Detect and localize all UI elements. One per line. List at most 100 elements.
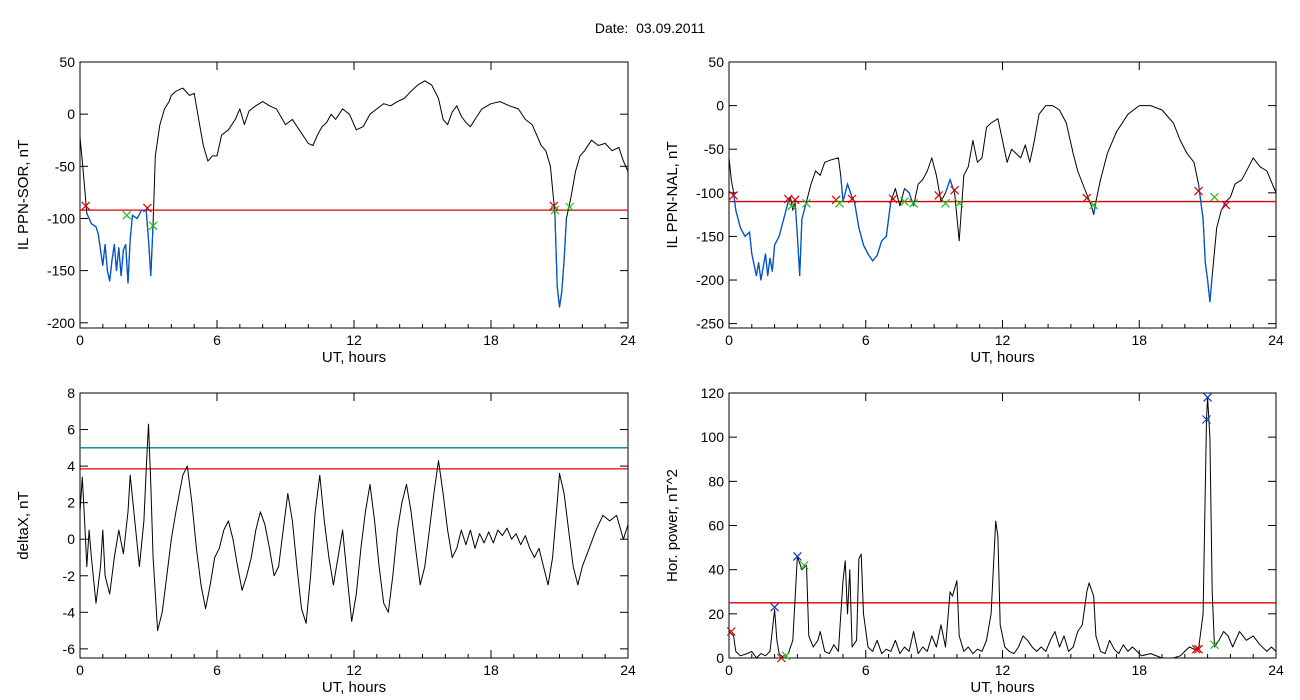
chart-4-x-tick-label: 12 — [995, 662, 1011, 678]
chart-1-x-tick-label: 0 — [76, 332, 84, 348]
chart-2-y-tick-label: -200 — [696, 272, 724, 288]
chart-3-x-tick-label: 18 — [483, 662, 499, 678]
chart-3-series-line — [79, 423, 629, 632]
chart-2-event-marker — [790, 195, 800, 205]
chart-3-y-tick-label: -2 — [63, 568, 76, 584]
chart-1-plot-frame — [79, 61, 629, 329]
chart-2-series-line — [728, 105, 1277, 303]
chart-3-y-tick-label: 0 — [67, 531, 75, 547]
chart-4-event-marker — [1191, 644, 1201, 654]
chart-4-event-marker — [792, 551, 802, 561]
chart-2-event-marker — [1210, 192, 1219, 202]
chart-2-event-marker — [1082, 193, 1092, 203]
chart-1-event-marker — [81, 201, 91, 211]
chart-2-event-marker — [954, 198, 964, 208]
chart-3-y-tick-label: 6 — [67, 422, 75, 438]
chart-1-x-tick-label: 12 — [346, 332, 362, 348]
chart-2-event-marker — [1089, 200, 1099, 210]
chart-3-y-axis-label: deltaX, nT — [15, 491, 32, 559]
chart-2-event-marker — [1194, 186, 1203, 196]
chart-1-event-segment — [554, 213, 568, 308]
chart-4-y-tick-label: 40 — [708, 562, 724, 578]
chart-3-x-axis-label: UT, hours — [322, 679, 386, 696]
chart-4-event-marker — [776, 653, 786, 663]
chart-2-event-marker — [835, 198, 844, 208]
chart-4-y-tick-label: 20 — [708, 606, 724, 622]
chart-1-x-tick-label: 18 — [483, 332, 499, 348]
chart-1-event-marker — [148, 221, 158, 231]
chart-2-y-tick-label: -150 — [696, 228, 724, 244]
chart-4-plot-frame — [728, 392, 1277, 659]
date-title: Date: 03.09.2011 — [594, 20, 706, 36]
chart-2-event-marker — [787, 201, 797, 211]
chart-3-y-tick-label: 8 — [67, 385, 75, 401]
chart-1-x-axis-label: UT, hours — [322, 349, 386, 366]
chart-2-event-marker — [847, 194, 857, 204]
chart-4-series-line — [728, 396, 1277, 659]
chart-2-y-tick-label: 50 — [708, 54, 724, 70]
chart-2-event-segment — [1197, 184, 1213, 302]
chart-1-y-tick-label: 50 — [59, 54, 75, 70]
chart-1-event-marker — [122, 210, 132, 220]
chart-2-x-tick-label: 24 — [1268, 332, 1284, 348]
chart-3-plot-frame — [79, 392, 629, 659]
chart-2-event-segment — [853, 201, 892, 262]
chart-3-x-tick-label: 12 — [346, 662, 362, 678]
chart-2-event-marker — [941, 198, 950, 208]
chart-2-event-marker — [888, 194, 898, 204]
chart-4-x-tick-label: 18 — [1131, 662, 1147, 678]
chart-1-y-tick-label: 0 — [67, 106, 75, 122]
chart-1-event-marker — [142, 203, 152, 213]
chart-2-event-segment — [794, 201, 808, 276]
chart-2-x-tick-label: 12 — [995, 332, 1011, 348]
chart-2-x-tick-label: 18 — [1131, 332, 1147, 348]
chart-4-event-marker — [1203, 392, 1213, 402]
chart-2-event-segment — [732, 192, 792, 281]
chart-2-y-tick-label: -250 — [696, 316, 724, 332]
chart-2-event-marker — [1221, 200, 1231, 210]
chart-3-x-tick-label: 6 — [213, 662, 221, 678]
chart-4-event-marker — [1194, 644, 1203, 654]
chart-4-event-marker — [726, 627, 736, 636]
chart-1-y-tick-label: -100 — [47, 210, 75, 226]
chart-2-y-tick-label: 0 — [716, 98, 724, 114]
chart-4-y-tick-label: 60 — [708, 518, 724, 534]
chart-4-event-marker — [1202, 415, 1211, 424]
chart-2-event-marker — [802, 198, 811, 208]
chart-4-event-marker — [799, 560, 809, 570]
chart-1-event-marker — [550, 205, 560, 215]
chart-1-x-tick-label: 6 — [213, 332, 221, 348]
chart-2-event-marker — [729, 191, 738, 200]
chart-2-y-tick-label: -50 — [704, 141, 724, 157]
chart-3-y-tick-label: 2 — [67, 495, 75, 511]
chart-2-x-tick-label: 6 — [862, 332, 870, 348]
chart-1-series-line — [79, 80, 629, 308]
chart-3-y-tick-label: -6 — [63, 641, 76, 657]
chart-3-x-tick-label: 24 — [620, 662, 636, 678]
chart-2-event-marker — [909, 198, 919, 208]
chart-3-x-tick-label: 0 — [76, 662, 84, 678]
chart-2-y-axis-label: IL PPN-NAL, nT — [664, 142, 681, 249]
chart-4-x-tick-label: 24 — [1268, 662, 1284, 678]
chart-2-plot-frame — [728, 61, 1277, 329]
chart-2-x-axis-label: UT, hours — [970, 349, 1034, 366]
chart-4-y-axis-label: Hor. power, nT^2 — [664, 469, 681, 582]
chart-2-x-tick-label: 0 — [725, 332, 733, 348]
chart-4-y-tick-label: 120 — [701, 385, 725, 401]
chart-1-event-marker — [565, 202, 575, 212]
chart-2-y-tick-label: -100 — [696, 185, 724, 201]
chart-4-x-tick-label: 0 — [725, 662, 733, 678]
chart-4-x-axis-label: UT, hours — [970, 679, 1034, 696]
chart-2-event-marker — [934, 191, 944, 200]
chart-1-y-tick-label: -150 — [47, 263, 75, 279]
chart-4-x-tick-label: 6 — [862, 662, 870, 678]
chart-1-y-tick-label: -200 — [47, 315, 75, 331]
chart-1-y-tick-label: -50 — [55, 158, 75, 174]
chart-1-event-segment — [86, 209, 154, 284]
chart-1-y-axis-label: IL PPN-SOR, nT — [15, 140, 32, 250]
chart-2-event-segment — [840, 175, 853, 202]
chart-2-event-marker — [950, 185, 960, 195]
chart-4-event-marker — [1210, 640, 1219, 650]
chart-4-y-tick-label: 0 — [716, 650, 724, 666]
